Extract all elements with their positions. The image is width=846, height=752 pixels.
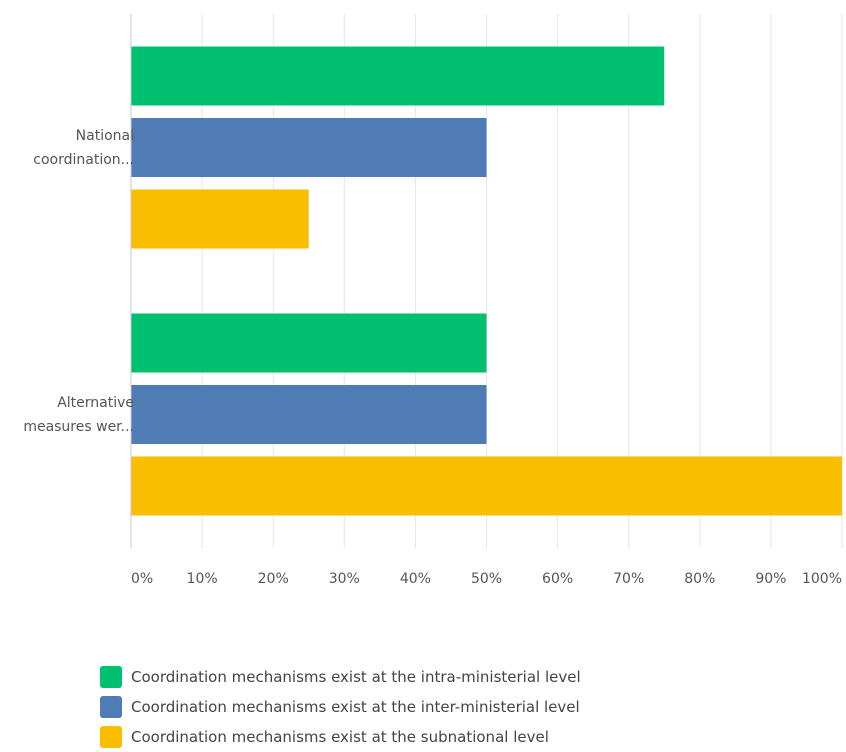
legend-swatch: [100, 666, 122, 688]
legend-item: Coordination mechanisms exist at the int…: [100, 662, 581, 692]
legend-label: Coordination mechanisms exist at the int…: [131, 668, 581, 686]
category-label-line: coordination...: [33, 151, 134, 168]
legend-swatch: [100, 696, 122, 718]
legend-label: Coordination mechanisms exist at the sub…: [131, 728, 549, 746]
bar-chart: 0% 10% 20% 30% 40% 50% 60% 70% 80% 90% 100%: [130, 14, 843, 587]
category-label: National coordination...: [33, 124, 134, 172]
x-tick-label: 60%: [542, 571, 573, 587]
x-tick-label: 80%: [684, 571, 715, 587]
x-tick-label: 20%: [258, 571, 289, 587]
x-tick-label: 90%: [755, 571, 786, 587]
legend-item: Coordination mechanisms exist at the int…: [100, 692, 581, 722]
bar: [131, 385, 487, 444]
legend: Coordination mechanisms exist at the int…: [100, 662, 581, 752]
category-label-line: National: [75, 127, 134, 144]
x-tick-label: 40%: [400, 571, 431, 587]
x-tick-label: 70%: [613, 571, 644, 587]
x-tick-label: 50%: [471, 571, 502, 587]
legend-item: Coordination mechanisms exist at the sub…: [100, 722, 581, 752]
bar: [131, 456, 842, 516]
x-tick-label: 0%: [131, 571, 153, 587]
category-label: Alternative measures wer...: [23, 391, 134, 439]
category-label-line: Alternative: [57, 394, 134, 411]
x-tick-label: 100%: [802, 571, 842, 587]
legend-label: Coordination mechanisms exist at the int…: [131, 698, 580, 716]
x-tick-label: 10%: [187, 571, 218, 587]
x-tick-label: 30%: [329, 571, 360, 587]
legend-swatch: [100, 726, 122, 748]
x-axis-tick-labels: 0% 10% 20% 30% 40% 50% 60% 70% 80% 90% 100%: [131, 571, 842, 587]
bar: [131, 118, 487, 177]
bar: [131, 46, 665, 106]
bar: [131, 189, 309, 249]
bars: [131, 46, 842, 516]
category-label-line: measures wer...: [23, 418, 134, 435]
bar: [131, 313, 487, 373]
